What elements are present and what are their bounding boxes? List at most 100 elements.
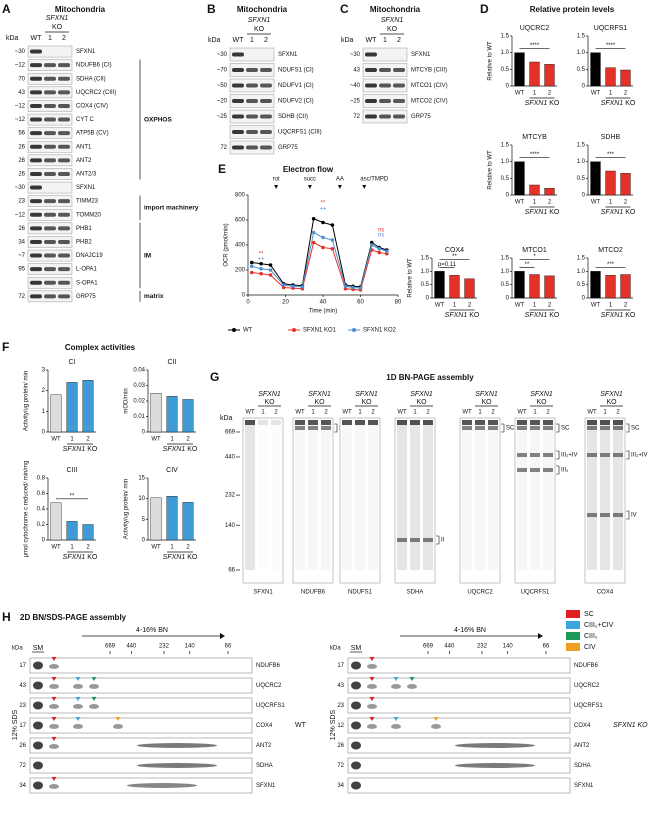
band [246, 99, 258, 103]
band [44, 253, 56, 258]
x-tick-label: 40 [320, 300, 327, 306]
row-kda: 17 [19, 663, 26, 669]
gene-name: SFXN1 [46, 15, 69, 22]
band [246, 68, 258, 72]
complex-arrowhead [51, 777, 57, 781]
bar [434, 271, 445, 299]
band [488, 426, 498, 430]
y-tick-label: 1.0 [501, 159, 510, 165]
ko-label: KO [536, 399, 547, 406]
band [600, 513, 610, 517]
gene-name: SFXN1 [248, 17, 271, 24]
y-tick-label: 0.6 [37, 491, 46, 497]
band [30, 185, 42, 190]
group-label: import machinery [144, 205, 199, 212]
kda-label: kDa [6, 35, 19, 42]
point [369, 243, 374, 247]
protein-label: L-OPA1 [76, 267, 98, 273]
protein-label: UQCRC2 (CIII) [76, 90, 116, 96]
y-tick-label: 0 [582, 193, 586, 199]
row-kda: 43 [353, 68, 360, 74]
row-kda: ~30 [15, 49, 26, 55]
point [377, 250, 382, 255]
marker-label: 140 [503, 644, 514, 650]
band [246, 83, 258, 88]
x-tick-label: 0 [246, 300, 250, 306]
complex-label: SC [506, 426, 515, 432]
y-tick-label: 400 [235, 243, 246, 249]
band [246, 145, 258, 150]
complex-arrowhead [369, 717, 375, 721]
point [330, 246, 335, 251]
panel-title: Mitochondria [237, 5, 288, 14]
spot [89, 704, 99, 709]
band [232, 52, 244, 57]
lane-label: 1 [533, 410, 537, 416]
y-tick-label: 0 [506, 84, 510, 90]
lane-label: 2 [371, 410, 375, 416]
band [613, 420, 623, 425]
chart-title: UQCRFS1 [594, 25, 628, 32]
legend-label: CIII₂ [584, 633, 598, 640]
y-axis-label: µmol cytochrome c reduced/ min/mg [24, 461, 30, 558]
point [281, 283, 286, 287]
protein-label: NDUFB6 [574, 663, 599, 669]
bar [50, 502, 62, 541]
chart-title: CII [168, 359, 177, 366]
significance: ** [259, 251, 264, 257]
band [245, 420, 255, 425]
band [232, 99, 244, 103]
band [44, 103, 56, 108]
x-tick-label: WT [51, 545, 61, 551]
complex-bracket [626, 423, 630, 433]
protein-label: DNAJC19 [76, 253, 103, 259]
panel-letter: E [218, 162, 226, 176]
y-tick-label: 1.0 [577, 50, 586, 56]
point [249, 260, 254, 265]
smear [455, 763, 535, 768]
y-tick-label: 1.5 [577, 34, 586, 40]
lane-label: 1 [261, 410, 265, 416]
complex-arrowhead [369, 657, 375, 661]
row-kda: ~12 [15, 212, 26, 218]
sig-label: **** [606, 43, 616, 49]
smear [475, 420, 485, 570]
protein-label: PHB1 [76, 226, 92, 232]
point [377, 246, 382, 251]
y-tick-label: 0.5 [577, 282, 586, 288]
marker-label: 232 [225, 493, 236, 499]
y-tick-label: 0 [142, 538, 146, 544]
smear [137, 763, 217, 768]
bar [182, 399, 194, 433]
y-tick-label: 1.5 [421, 256, 430, 262]
complex-arrowhead [75, 697, 81, 701]
x-tick-label: 20 [282, 300, 289, 306]
band [30, 199, 42, 204]
legend-label: WT [243, 328, 253, 334]
bar [449, 275, 460, 299]
row-kda: 23 [19, 703, 26, 709]
gel-strip [29, 697, 253, 714]
band [295, 426, 305, 430]
point [321, 220, 325, 225]
row-kda: 26 [337, 743, 344, 749]
y-tick-label: 0 [582, 84, 586, 90]
band [379, 114, 391, 119]
point [268, 268, 273, 272]
protein-label: SDHB (CII) [278, 114, 308, 120]
band [530, 420, 540, 425]
x-tick-label: WT [515, 91, 525, 97]
band [44, 199, 56, 204]
gene-name: SFXN1 [381, 17, 404, 24]
sm-spot [351, 741, 361, 750]
y-tick-label: 1.5 [501, 143, 510, 149]
band [517, 468, 527, 472]
blot-name: UQCRFS1 [521, 590, 550, 596]
y-tick-label: 0.5 [501, 282, 510, 288]
complex-arrowhead [393, 717, 399, 721]
spot [89, 684, 99, 689]
legend-swatch [566, 643, 580, 651]
complex-label: SC [631, 426, 640, 432]
protein-label: SFXN1 [256, 783, 276, 789]
band [365, 83, 377, 88]
